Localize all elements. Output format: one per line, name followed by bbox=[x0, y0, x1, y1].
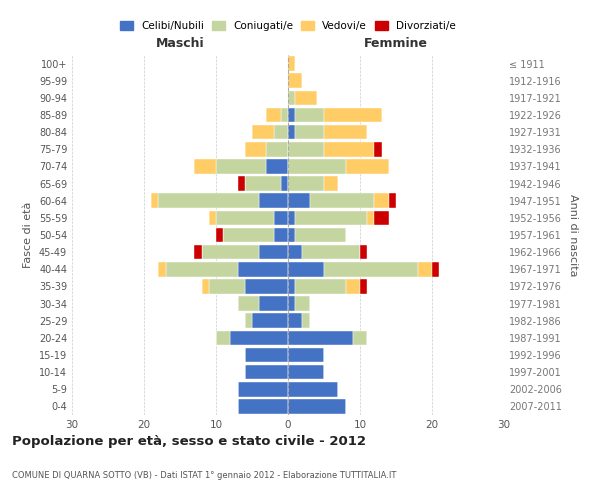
Bar bbox=[346, 159, 389, 174]
Bar bbox=[288, 159, 346, 174]
Bar bbox=[158, 262, 166, 276]
Bar bbox=[295, 90, 317, 105]
Bar bbox=[295, 296, 310, 311]
Bar bbox=[158, 194, 259, 208]
Bar bbox=[288, 365, 324, 380]
Bar bbox=[194, 159, 216, 174]
Bar bbox=[324, 262, 418, 276]
Bar bbox=[295, 210, 367, 225]
Bar bbox=[295, 228, 346, 242]
Bar bbox=[274, 210, 288, 225]
Bar bbox=[252, 314, 288, 328]
Bar bbox=[202, 279, 209, 293]
Bar bbox=[432, 262, 439, 276]
Bar bbox=[324, 142, 374, 156]
Bar bbox=[245, 279, 288, 293]
Bar bbox=[418, 262, 432, 276]
Bar bbox=[266, 108, 281, 122]
Bar bbox=[194, 245, 202, 260]
Bar bbox=[324, 108, 382, 122]
Bar bbox=[295, 279, 346, 293]
Bar bbox=[216, 228, 223, 242]
Bar bbox=[324, 125, 367, 140]
Bar bbox=[288, 74, 302, 88]
Bar bbox=[230, 330, 288, 345]
Bar bbox=[245, 142, 266, 156]
Bar bbox=[288, 125, 295, 140]
Bar bbox=[281, 176, 288, 191]
Bar bbox=[302, 245, 360, 260]
Bar bbox=[288, 176, 324, 191]
Y-axis label: Fasce di età: Fasce di età bbox=[23, 202, 33, 268]
Bar bbox=[266, 159, 288, 174]
Bar bbox=[288, 90, 295, 105]
Bar bbox=[346, 279, 360, 293]
Bar bbox=[288, 194, 310, 208]
Bar bbox=[259, 194, 288, 208]
Bar bbox=[288, 296, 295, 311]
Bar bbox=[245, 365, 288, 380]
Bar bbox=[288, 279, 295, 293]
Bar bbox=[209, 279, 245, 293]
Bar bbox=[274, 125, 288, 140]
Y-axis label: Anni di nascita: Anni di nascita bbox=[568, 194, 578, 276]
Bar bbox=[274, 228, 288, 242]
Bar bbox=[374, 210, 389, 225]
Bar bbox=[324, 176, 338, 191]
Bar bbox=[288, 382, 338, 396]
Bar bbox=[288, 348, 324, 362]
Bar bbox=[288, 262, 324, 276]
Bar bbox=[288, 228, 295, 242]
Bar bbox=[288, 56, 295, 71]
Bar bbox=[259, 245, 288, 260]
Bar bbox=[151, 194, 158, 208]
Bar bbox=[288, 108, 295, 122]
Bar bbox=[310, 194, 374, 208]
Bar bbox=[374, 194, 389, 208]
Text: Maschi: Maschi bbox=[155, 37, 205, 50]
Text: Femmine: Femmine bbox=[364, 37, 428, 50]
Bar bbox=[238, 296, 259, 311]
Text: Popolazione per età, sesso e stato civile - 2012: Popolazione per età, sesso e stato civil… bbox=[12, 435, 366, 448]
Bar bbox=[295, 108, 324, 122]
Bar bbox=[266, 142, 288, 156]
Bar bbox=[238, 262, 288, 276]
Bar bbox=[367, 210, 374, 225]
Bar bbox=[353, 330, 367, 345]
Bar bbox=[288, 210, 295, 225]
Legend: Celibi/Nubili, Coniugati/e, Vedovi/e, Divorziati/e: Celibi/Nubili, Coniugati/e, Vedovi/e, Di… bbox=[116, 17, 460, 36]
Bar bbox=[245, 314, 252, 328]
Bar bbox=[288, 314, 302, 328]
Bar bbox=[389, 194, 396, 208]
Bar bbox=[288, 330, 353, 345]
Bar bbox=[223, 228, 274, 242]
Bar bbox=[202, 245, 259, 260]
Bar bbox=[374, 142, 382, 156]
Bar bbox=[209, 210, 216, 225]
Bar bbox=[166, 262, 238, 276]
Bar bbox=[360, 245, 367, 260]
Bar bbox=[238, 399, 288, 413]
Bar bbox=[295, 125, 324, 140]
Bar bbox=[288, 142, 324, 156]
Bar bbox=[216, 210, 274, 225]
Bar bbox=[360, 279, 367, 293]
Bar bbox=[216, 330, 230, 345]
Bar bbox=[281, 108, 288, 122]
Bar bbox=[252, 125, 274, 140]
Bar bbox=[259, 296, 288, 311]
Bar bbox=[245, 176, 281, 191]
Bar bbox=[238, 382, 288, 396]
Bar bbox=[288, 245, 302, 260]
Bar bbox=[216, 159, 266, 174]
Bar bbox=[288, 399, 346, 413]
Bar bbox=[245, 348, 288, 362]
Bar bbox=[302, 314, 310, 328]
Text: COMUNE DI QUARNA SOTTO (VB) - Dati ISTAT 1° gennaio 2012 - Elaborazione TUTTITAL: COMUNE DI QUARNA SOTTO (VB) - Dati ISTAT… bbox=[12, 470, 397, 480]
Bar bbox=[238, 176, 245, 191]
